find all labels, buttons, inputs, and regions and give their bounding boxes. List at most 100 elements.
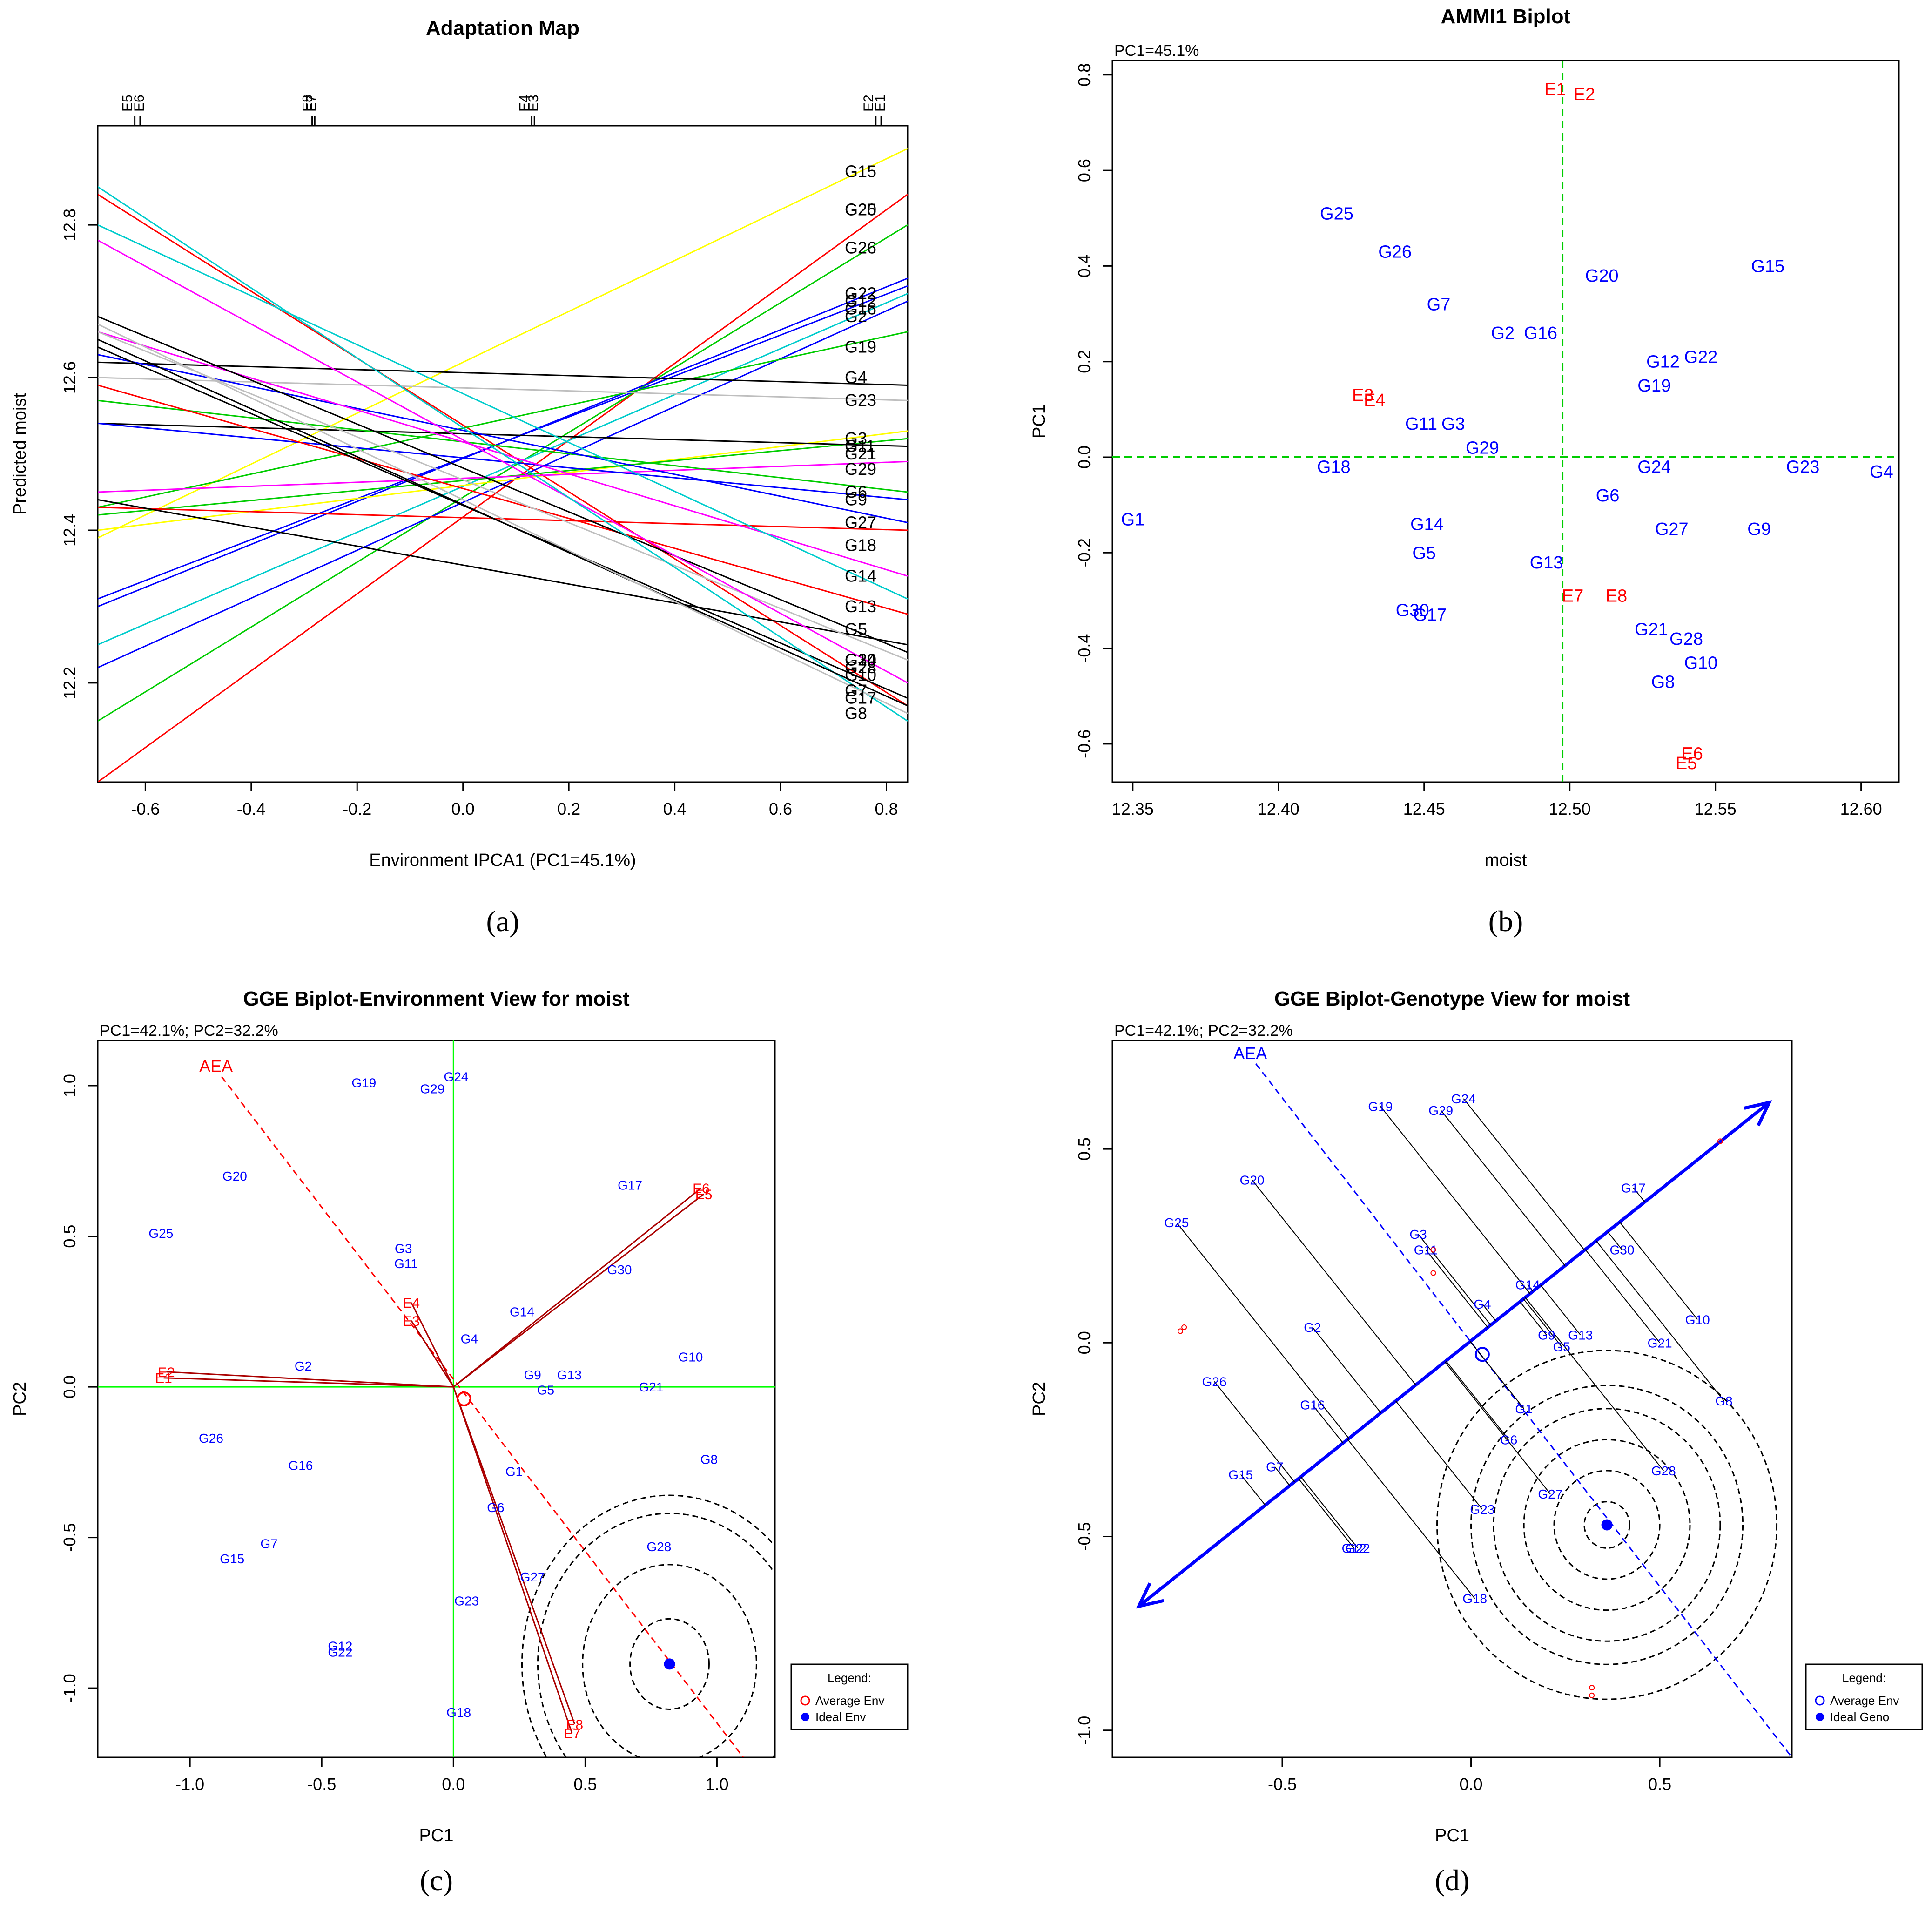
genotype-projection [1312, 1327, 1381, 1413]
genotype-label: G9 [524, 1368, 541, 1382]
genotype-label: G12 [328, 1639, 352, 1654]
genotype-label: G17 [1621, 1181, 1646, 1195]
genotype-label: G10 [678, 1350, 703, 1364]
genotype-projection [1463, 1098, 1585, 1250]
environment-label: E1 [155, 1371, 172, 1386]
ideal-point-marker [1601, 1519, 1613, 1531]
genotype-projection [1585, 1249, 1660, 1343]
series-label: G3 [845, 429, 867, 448]
genotype-label: G9 [1538, 1328, 1555, 1343]
genotype-label: G22 [1346, 1541, 1370, 1555]
x-tick-label: 12.50 [1549, 799, 1591, 818]
series-line-g16 [98, 293, 908, 646]
genotype-label: G4 [1870, 462, 1893, 482]
series-label: G7 [845, 681, 867, 700]
ideal-circle [537, 1513, 775, 1757]
y-tick-label: 12.4 [60, 514, 79, 547]
genotype-label: G22 [328, 1645, 352, 1660]
genotype-projection [1312, 1404, 1344, 1444]
legend-item: Average Env [815, 1694, 884, 1708]
series-label: G22 [845, 284, 876, 303]
series-line-g1 [98, 499, 908, 646]
genotype-label: G25 [1164, 1216, 1189, 1230]
ideal-point-marker [664, 1658, 675, 1670]
series-label: G24 [845, 650, 876, 669]
panel-a-adaptation-map: Adaptation Map -0.6 -0.4 -0.2 0.0 0.2 0.4 0.6 0.… [10, 17, 909, 938]
series-line-g6 [98, 399, 908, 493]
genotype-projection [1395, 1400, 1483, 1510]
chart-subtitle: PC1=42.1%; PC2=32.2% [100, 1022, 278, 1040]
genotype-label: G3 [1441, 414, 1465, 434]
x-axis-label: PC1 [419, 1826, 454, 1845]
y-tick-label: 0.0 [1075, 1331, 1094, 1354]
series-line-g24 [98, 331, 908, 661]
genotype-label: G14 [510, 1304, 534, 1319]
genotype-projection [1252, 1180, 1416, 1385]
environment-label: E6 [693, 1181, 710, 1196]
plot-area [98, 1040, 775, 1757]
legend-title: Legend: [1842, 1671, 1886, 1685]
genotype-projection [1619, 1222, 1698, 1320]
series-label: G16 [845, 299, 876, 318]
genotype-label: G14 [1410, 515, 1444, 534]
x-tick-label: -0.6 [131, 799, 160, 818]
y-axis-label: PC2 [1030, 1382, 1049, 1416]
series-line-g19 [98, 331, 908, 508]
genotype-label: G6 [1500, 1432, 1517, 1447]
environment-vector [452, 1386, 573, 1734]
legend-box [790, 1663, 909, 1730]
series-line-g17 [98, 338, 908, 707]
x-tick-label: 0.2 [557, 799, 580, 818]
x-axis-label: moist [1485, 851, 1527, 870]
genotype-label: G10 [1684, 653, 1717, 673]
plot-area [1136, 1063, 1792, 1757]
legend: Legend: Average Env Ideal Geno [1805, 1663, 1923, 1730]
environment-point [1717, 1138, 1723, 1144]
environment-point [1430, 1247, 1436, 1253]
y-tick-label: 0.5 [1075, 1137, 1094, 1161]
ideal-circle [1583, 1501, 1630, 1549]
genotype-label: G27 [1538, 1487, 1562, 1501]
aea-line [1255, 1063, 1792, 1757]
genotype-label: G11 [394, 1256, 418, 1271]
legend-ideal-symbol [801, 1713, 809, 1721]
y-tick-label: 0.6 [1075, 159, 1094, 182]
ideal-circle [582, 1564, 757, 1757]
genotype-label: G11 [1414, 1243, 1438, 1257]
panel-c-gge-environment-view: GGE Biplot-Environment View for moist PC1… [10, 987, 909, 1897]
genotype-label: G21 [1635, 620, 1668, 640]
ideal-circle [1493, 1408, 1721, 1642]
genotype-label: G1 [1121, 510, 1144, 529]
plot-frame [1111, 1040, 1793, 1758]
genotype-label: G8 [700, 1452, 718, 1466]
genotype-label: G2 [295, 1359, 312, 1373]
series-line-g15 [98, 148, 908, 539]
genotype-label: G4 [1474, 1297, 1491, 1311]
x-tick-label: -1.0 [175, 1775, 204, 1794]
genotype-label: G30 [607, 1263, 632, 1277]
environment-vector [411, 1302, 454, 1387]
genotype-label: G5 [1412, 543, 1436, 563]
x-tick-label: 0.4 [663, 799, 687, 818]
series-label: G10 [845, 665, 876, 684]
genotype-label: G8 [1651, 672, 1675, 692]
genotype-label: G15 [220, 1552, 244, 1566]
genotype-projection [1176, 1222, 1349, 1439]
genotype-label: G1 [1515, 1402, 1532, 1416]
genotype-projection [1519, 1301, 1547, 1336]
atc-arrow-line [1138, 1101, 1770, 1608]
average-env-marker [1474, 1347, 1490, 1362]
environment-vector [166, 1371, 454, 1388]
plot-frame [97, 1040, 776, 1758]
series-label: G29 [845, 459, 876, 479]
genotype-label: G10 [1685, 1312, 1710, 1327]
genotype-label: G19 [1368, 1100, 1393, 1114]
y-tick-label: 0.4 [1075, 254, 1094, 277]
genotype-label: G11 [1405, 414, 1437, 434]
environment-label: E8 [1606, 587, 1627, 606]
legend-average-symbol [1815, 1695, 1825, 1706]
env-marker-label: E3 [526, 95, 541, 112]
x-axis-label: PC1 [1435, 1826, 1469, 1845]
genotype-label: G20 [222, 1169, 247, 1183]
chart-title: GGE Biplot-Genotype View for moist [1274, 987, 1630, 1010]
